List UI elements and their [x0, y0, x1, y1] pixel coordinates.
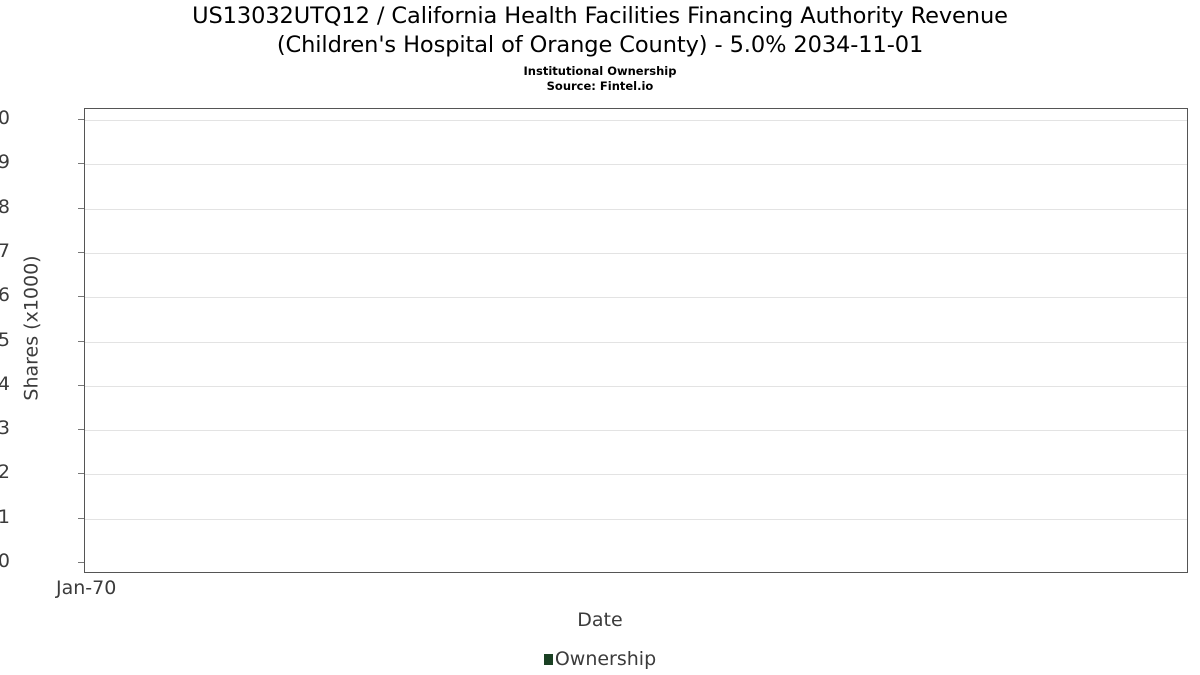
gridline [85, 208, 1187, 210]
chart-source: Source: Fintel.io [546, 79, 654, 93]
gridline [85, 341, 1187, 343]
chart-title-line-1: US13032UTQ12 / California Health Facilit… [192, 3, 1008, 29]
y-tick-label: 0.9 [0, 151, 10, 174]
y-tick-label: 0.2 [0, 461, 10, 484]
gridline [85, 120, 1187, 121]
y-tick-label: 0.7 [0, 239, 10, 262]
y-tick-label: 0.4 [0, 372, 10, 395]
y-tick-mark [78, 163, 84, 165]
x-axis-label: Date [577, 609, 623, 631]
y-tick-label: 1.0 [0, 107, 10, 129]
y-tick-label: 0.1 [0, 505, 10, 528]
legend-item[interactable]: Ownership [543, 648, 657, 670]
y-tick-mark [78, 251, 84, 253]
y-tick-label: 0.8 [0, 195, 10, 218]
y-tick-mark [78, 562, 84, 563]
chart-title-line-2: (Children's Hospital of Orange County) -… [276, 32, 924, 58]
chart-header: US13032UTQ12 / California Health Facilit… [0, 2, 1200, 94]
legend-label: Ownership [554, 648, 657, 670]
y-tick-mark [78, 384, 84, 386]
chart-legend: Ownership [0, 648, 1200, 670]
y-tick-mark [78, 340, 84, 342]
y-tick-mark [78, 296, 84, 298]
chart-subtitle: Institutional Ownership [523, 64, 677, 78]
y-axis-label: Shares (x1000) [20, 255, 43, 401]
y-tick-mark [78, 429, 84, 431]
gridline [85, 430, 1187, 432]
gridline [85, 474, 1187, 476]
legend-swatch-icon [543, 653, 553, 665]
y-tick-label: 0.6 [0, 284, 10, 307]
gridline [85, 385, 1187, 387]
gridline [85, 518, 1187, 520]
y-tick-mark [78, 119, 84, 120]
y-tick-label: 0.5 [0, 328, 10, 351]
gridline [85, 164, 1187, 166]
y-tick-mark [78, 207, 84, 209]
y-tick-label: 0.0 [0, 550, 10, 572]
y-tick-mark [78, 517, 84, 519]
x-tick-label: Jan-70 [56, 577, 117, 599]
data-series-layer [85, 109, 1187, 572]
plot-area [84, 108, 1188, 573]
gridline [85, 252, 1187, 254]
y-tick-mark [78, 473, 84, 475]
y-tick-label: 0.3 [0, 417, 10, 440]
gridline [85, 297, 1187, 299]
